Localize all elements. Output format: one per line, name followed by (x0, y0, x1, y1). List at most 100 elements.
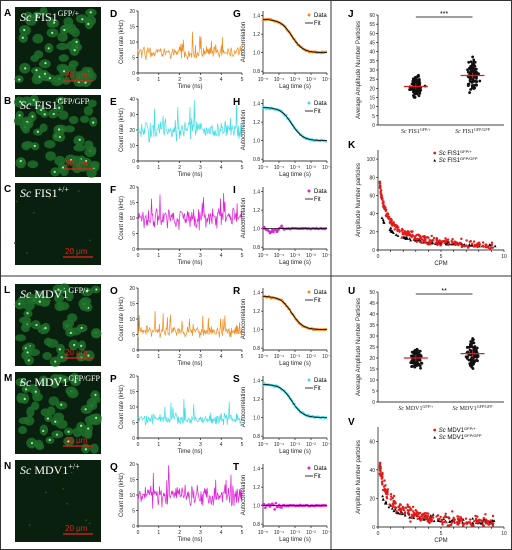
data-point-red (381, 475, 384, 479)
data-point-red (380, 197, 383, 200)
x-tick-label: 0 (377, 254, 380, 260)
data-point-red (486, 245, 490, 248)
y-tick-label: 0 (132, 436, 135, 442)
data-point-red (397, 505, 400, 509)
data-point-red (420, 514, 424, 518)
y-tick-label: 0 (132, 247, 135, 253)
y-axis-label: Count rate (kHz) (119, 196, 125, 240)
fluorescent-spot (73, 49, 76, 52)
y-tick-label: 45 (369, 41, 375, 47)
background-speck (15, 200, 18, 203)
data-point-red (380, 473, 383, 476)
y-tick-label: 1.2 (253, 485, 260, 491)
y-tick-label: 5 (372, 114, 375, 120)
data-point (415, 92, 419, 96)
x-tick-label: 0 (137, 77, 140, 83)
cell (18, 425, 28, 435)
x-tick-label: 2 (178, 354, 181, 360)
x-tick-label: 4 (220, 165, 223, 171)
cell (39, 123, 48, 133)
fluorescent-spot (21, 36, 24, 39)
data-point-red (413, 236, 417, 239)
y-axis-label: Count rate (kHz) (119, 20, 125, 64)
data-point-red (424, 514, 428, 517)
data-point-black (461, 521, 464, 524)
data-point-red (409, 520, 412, 523)
autocorrelation-g: 1.4 1.2 1.0 0.8 10⁻⁵ 10⁻⁴ 10⁻³ 10⁻² 10⁻¹ Lag time… (241, 11, 332, 90)
data-point-red (450, 521, 453, 525)
data-point-red (400, 512, 403, 515)
x-tick-label: 5 (241, 165, 244, 171)
fluorescent-spot (18, 78, 21, 81)
data-point-black (471, 521, 475, 525)
x-tick-label: 2 (178, 165, 181, 171)
scatter-plot-j: 0 5 10 15 20 25 30 35 40 45 50 55 60 Average Amplitud… (356, 11, 504, 135)
data-point-red (411, 505, 415, 509)
x-tick-label: 5 (241, 253, 244, 259)
cell (80, 297, 92, 306)
y-tick-label: 10 (129, 317, 135, 323)
fluorescent-spot (67, 440, 70, 443)
data-point-black (388, 228, 392, 231)
x-tick-label: 10⁻⁵ (258, 530, 268, 536)
cell (24, 11, 33, 21)
data-point (272, 230, 275, 234)
data-point-red (474, 519, 478, 522)
y-tick-label: 10 (129, 216, 135, 222)
scale-bar-label: 20 μm (65, 159, 88, 168)
cell (15, 334, 26, 342)
data-point (280, 506, 283, 509)
x-tick-label: 2 (178, 253, 181, 259)
panel-letter-n: N (4, 461, 11, 472)
panel-letter-j: J (348, 9, 354, 20)
fluorescent-spot (59, 376, 62, 380)
background-speck (71, 248, 74, 251)
fluorescent-spot (38, 300, 41, 303)
cell (56, 42, 69, 51)
panel-letter-h: H (233, 97, 240, 108)
data-point-red (444, 514, 447, 518)
data-point (466, 345, 469, 349)
x-tick-label: 2 (178, 442, 181, 448)
data-point (411, 90, 415, 94)
cell (45, 151, 56, 161)
data-point (470, 359, 473, 363)
data-point-black (412, 516, 416, 520)
cell (67, 388, 79, 399)
trace-line (137, 31, 243, 61)
data-point-red (458, 517, 461, 520)
fluorescent-spot (23, 397, 26, 401)
y-axis-label: Autocorrelation (241, 475, 247, 515)
fluorescent-spot (54, 360, 57, 363)
data-point (413, 364, 417, 368)
x-tick-label: 10⁻⁵ (258, 442, 268, 448)
y-tick-label: 0 (132, 524, 135, 530)
data-point-red (378, 461, 382, 465)
cell (65, 290, 74, 302)
data-point-red (408, 506, 411, 509)
y-tick-label: 5 (132, 333, 135, 339)
y-tick-label: 1.4 (253, 102, 260, 108)
data-point (468, 364, 472, 367)
data-point-red (484, 522, 488, 525)
x-tick-label: 1 (157, 77, 160, 83)
x-tick-label: 10 (501, 254, 507, 260)
x-tick-label: 3 (199, 354, 202, 360)
data-point-black (392, 231, 395, 234)
y-tick-label: 50 (369, 290, 375, 296)
fluorescent-spot (27, 359, 30, 362)
data-point (419, 366, 422, 370)
fluorescent-spot (48, 438, 51, 442)
cell (79, 115, 90, 124)
data-point-red (385, 495, 388, 499)
data-point (470, 356, 473, 360)
x-tick-label: 10⁻¹ (322, 253, 332, 259)
data-point-black (432, 519, 436, 523)
data-point-red (491, 246, 495, 249)
x-axis-label: Lag time (s) (279, 84, 311, 90)
panel-letter-a: A (4, 8, 11, 19)
y-tick-label: 10 (129, 40, 135, 46)
y-tick-label: 30 (369, 334, 375, 340)
x-tick-label: 10⁻¹ (322, 77, 332, 83)
x-tick-label: 1 (157, 530, 160, 536)
